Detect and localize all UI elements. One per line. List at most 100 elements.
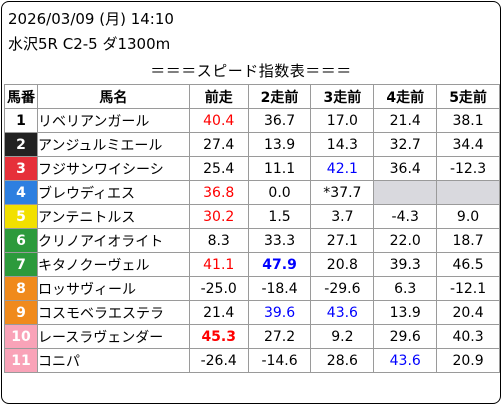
- speed-index-cell: 47.9: [247, 252, 312, 277]
- table-title: ＝＝＝スピード指数表＝＝＝: [150, 62, 352, 80]
- speed-index-cell: 30.2: [188, 204, 249, 229]
- col-header-2-races-ago: 2走前: [247, 84, 312, 109]
- speed-index-cell: 22.0: [373, 228, 438, 253]
- horse-name-cell: ブレウディエス: [36, 180, 190, 205]
- header-row: 馬番 馬名 前走 2走前 3走前 4走前 5走前: [4, 84, 500, 109]
- horse-number-cell: 8: [4, 276, 38, 301]
- speed-index-cell: 20.9: [436, 348, 500, 373]
- horse-number-cell: 6: [4, 228, 38, 253]
- speed-index-cell: 36.8: [188, 180, 249, 205]
- speed-index-cell: 9.2: [310, 324, 375, 349]
- speed-index-cell: -26.4: [188, 348, 249, 373]
- speed-index-cell: 43.6: [373, 348, 438, 373]
- speed-index-cell: 27.2: [247, 324, 312, 349]
- speed-index-cell: [436, 180, 500, 205]
- speed-index-cell: 1.5: [247, 204, 312, 229]
- speed-index-cell: 33.3: [247, 228, 312, 253]
- speed-index-cell: 8.3: [188, 228, 249, 253]
- speed-index-cell: 18.7: [436, 228, 500, 253]
- speed-index-cell: 27.1: [310, 228, 375, 253]
- speed-index-cell: 25.4: [188, 156, 249, 181]
- speed-index-cell: 34.4: [436, 132, 500, 157]
- speed-index-cell: 0.0: [247, 180, 312, 205]
- table-row: 7 キタノクーヴェル 41.1 47.9 20.8 39.3 46.5: [4, 252, 500, 277]
- speed-index-cell: 36.4: [373, 156, 438, 181]
- horse-number-cell: 9: [4, 300, 38, 325]
- speed-index-cell: 40.3: [436, 324, 500, 349]
- horse-name-cell: コスモベラエステラ: [36, 300, 190, 325]
- horse-name-cell: アンジュルミエール: [36, 132, 190, 157]
- speed-index-cell: -25.0: [188, 276, 249, 301]
- horse-name-cell: クリノアイオライト: [36, 228, 190, 253]
- speed-index-cell: 28.6: [310, 348, 375, 373]
- speed-index-cell: 20.8: [310, 252, 375, 277]
- speed-index-cell: 3.7: [310, 204, 375, 229]
- speed-index-cell: 32.7: [373, 132, 438, 157]
- col-header-horse-name: 馬名: [36, 84, 190, 109]
- speed-index-cell: 13.9: [247, 132, 312, 157]
- table-row: 1 リベリアンガール 40.4 36.7 17.0 21.4 38.1: [4, 108, 500, 133]
- speed-index-cell: 20.4: [436, 300, 500, 325]
- speed-index-cell: 36.7: [247, 108, 312, 133]
- horse-number-cell: 3: [4, 156, 38, 181]
- horse-number-cell: 1: [4, 108, 38, 133]
- speed-index-cell: 29.6: [373, 324, 438, 349]
- speed-index-cell: 27.4: [188, 132, 249, 157]
- speed-index-cell: 13.9: [373, 300, 438, 325]
- speed-index-cell: -4.3: [373, 204, 438, 229]
- speed-index-cell: 39.3: [373, 252, 438, 277]
- speed-index-cell: -18.4: [247, 276, 312, 301]
- speed-index-cell: -12.3: [436, 156, 500, 181]
- horse-number-cell: 11: [4, 348, 38, 373]
- col-header-3-races-ago: 3走前: [310, 84, 375, 109]
- horse-number-cell: 10: [4, 324, 38, 349]
- speed-index-cell: 42.1: [310, 156, 375, 181]
- speed-index-cell: -14.6: [247, 348, 312, 373]
- speed-index-cell: [373, 180, 438, 205]
- speed-index-table: 馬番 馬名 前走 2走前 3走前 4走前 5走前 1 リベリアンガール 40.4 36…: [4, 84, 500, 373]
- speed-index-cell: 38.1: [436, 108, 500, 133]
- speed-index-cell: 14.3: [310, 132, 375, 157]
- col-header-number: 馬番: [4, 84, 38, 109]
- speed-index-cell: 21.4: [373, 108, 438, 133]
- table-row: 2 アンジュルミエール 27.4 13.9 14.3 32.7 34.4: [4, 132, 500, 157]
- speed-index-cell: 9.0: [436, 204, 500, 229]
- horse-name-cell: コニパ: [36, 348, 190, 373]
- horse-number-cell: 5: [4, 204, 38, 229]
- table-row: 4 ブレウディエス 36.8 0.0 *37.7: [4, 180, 500, 205]
- horse-number-cell: 7: [4, 252, 38, 277]
- speed-index-cell: 46.5: [436, 252, 500, 277]
- race-info-line: 水沢5R C2-5 ダ1300m: [8, 35, 171, 53]
- col-header-last-race: 前走: [188, 84, 249, 109]
- horse-name-cell: フジサンワイシーシ: [36, 156, 190, 181]
- speed-index-cell: 21.4: [188, 300, 249, 325]
- table-row: 10 レースラヴェンダー 45.3 27.2 9.2 29.6 40.3: [4, 324, 500, 349]
- speed-index-cell: 6.3: [373, 276, 438, 301]
- table-row: 3 フジサンワイシーシ 25.4 11.1 42.1 36.4 -12.3: [4, 156, 500, 181]
- horse-name-cell: キタノクーヴェル: [36, 252, 190, 277]
- col-header-4-races-ago: 4走前: [373, 84, 438, 109]
- speed-index-cell: -12.1: [436, 276, 500, 301]
- horse-number-cell: 2: [4, 132, 38, 157]
- table-row: 6 クリノアイオライト 8.3 33.3 27.1 22.0 18.7: [4, 228, 500, 253]
- horse-name-cell: リベリアンガール: [36, 108, 190, 133]
- table-row: 5 アンテニトルス 30.2 1.5 3.7 -4.3 9.0: [4, 204, 500, 229]
- horse-name-cell: アンテニトルス: [36, 204, 190, 229]
- speed-index-cell: *37.7: [310, 180, 375, 205]
- table-row: 8 ロッサヴィール -25.0 -18.4 -29.6 6.3 -12.1: [4, 276, 500, 301]
- horse-name-cell: ロッサヴィール: [36, 276, 190, 301]
- date-time-line: 2026/03/09 (月) 14:10: [8, 10, 174, 28]
- col-header-5-races-ago: 5走前: [436, 84, 500, 109]
- speed-index-cell: 41.1: [188, 252, 249, 277]
- speed-index-cell: 45.3: [188, 324, 249, 349]
- table-row: 11 コニパ -26.4 -14.6 28.6 43.6 20.9: [4, 348, 500, 373]
- speed-index-cell: 17.0: [310, 108, 375, 133]
- speed-index-cell: 43.6: [310, 300, 375, 325]
- horse-name-cell: レースラヴェンダー: [36, 324, 190, 349]
- speed-index-cell: -29.6: [310, 276, 375, 301]
- horse-number-cell: 4: [4, 180, 38, 205]
- speed-index-cell: 40.4: [188, 108, 249, 133]
- table-row: 9 コスモベラエステラ 21.4 39.6 43.6 13.9 20.4: [4, 300, 500, 325]
- speed-index-cell: 39.6: [247, 300, 312, 325]
